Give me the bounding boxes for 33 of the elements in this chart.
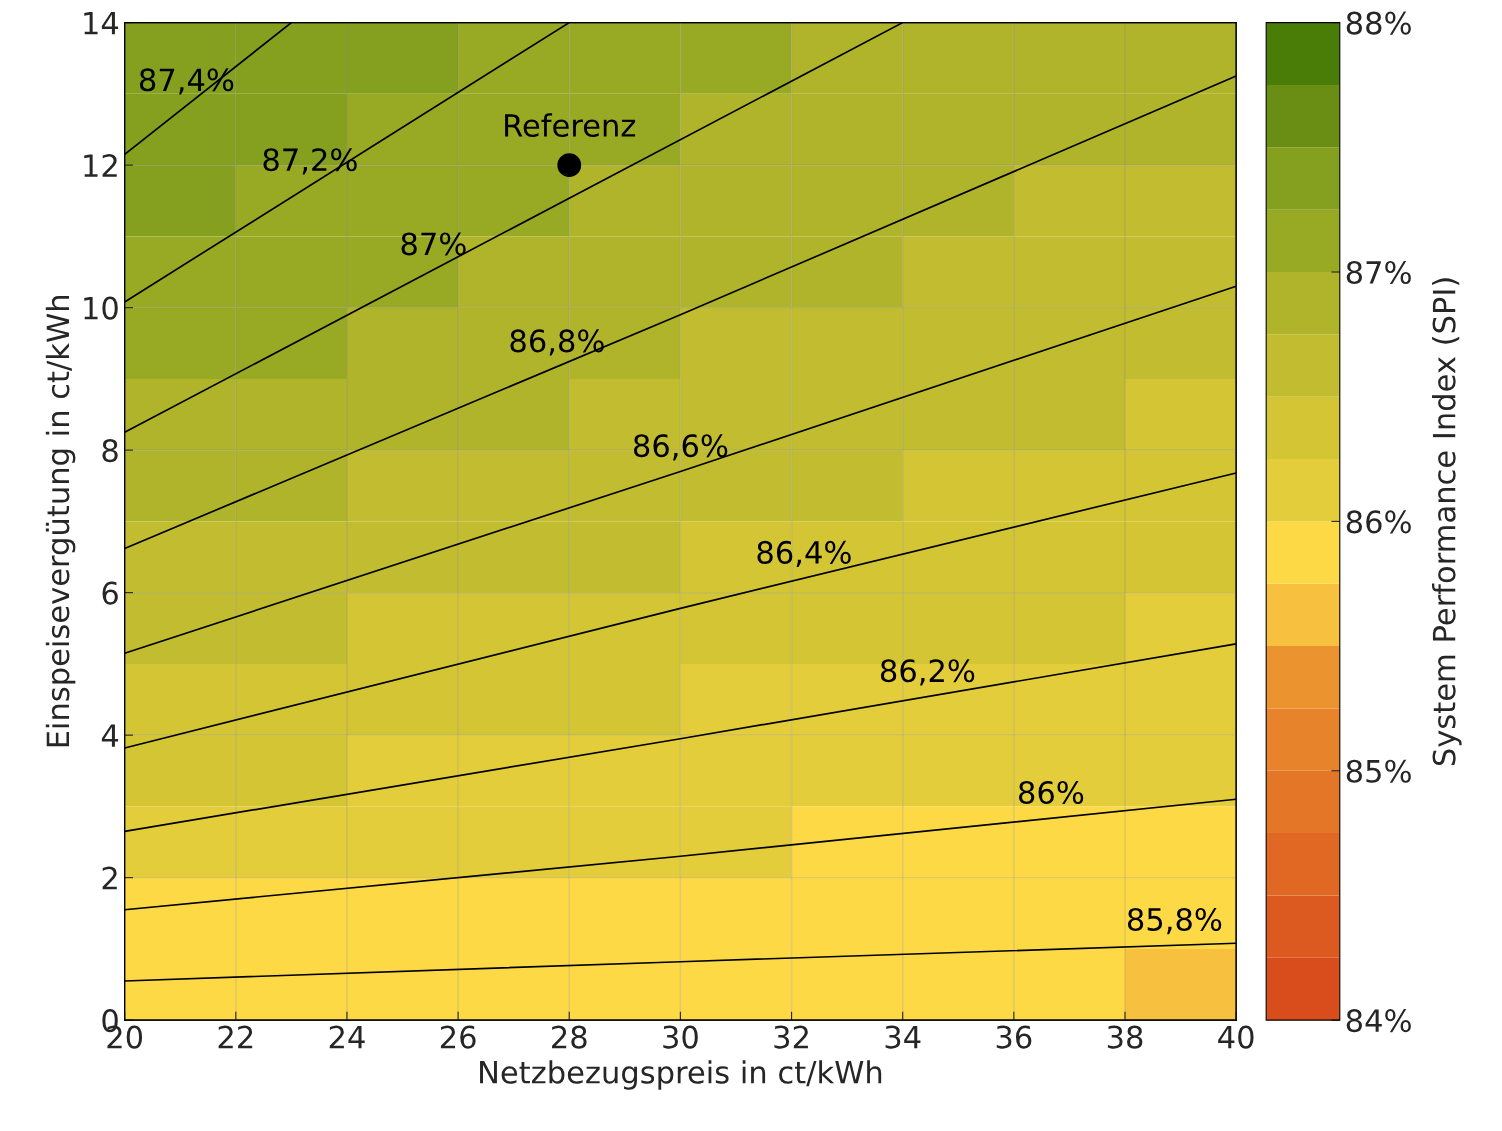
series-label: 86,4%: [757, 540, 851, 568]
x-tick-label: 38: [1107, 1025, 1143, 1049]
color-bar-label: 85%: [1346, 759, 1411, 783]
x-tick-label: 30: [663, 1025, 698, 1049]
series-label: 85,8%: [1127, 907, 1222, 935]
color-bar-label: 86%: [1346, 510, 1411, 534]
series-label: 87%: [401, 232, 466, 256]
y-tick-label: 2: [102, 866, 117, 890]
color-bar-label: 84%: [1346, 1009, 1411, 1033]
x-tick-label: 32: [774, 1025, 808, 1049]
x-tick-label: 26: [440, 1025, 476, 1049]
series-label: 86,6%: [633, 434, 728, 461]
x-tick-label: 22: [218, 1025, 253, 1049]
color-bar-label: 87%: [1346, 260, 1411, 285]
series-label: 86%: [1019, 780, 1084, 805]
x-tick-label: 28: [552, 1025, 587, 1049]
series-label: 86,2%: [880, 659, 975, 686]
color-bar-label: 88%: [1346, 11, 1411, 35]
color-bar-title: System Performance Index (SPI): [1432, 278, 1462, 766]
y-tick-label: 12: [84, 154, 117, 177]
y-tick-label: 8: [102, 439, 118, 463]
y-tick-label: 6: [102, 581, 118, 605]
y-tick-label: 10: [84, 296, 118, 320]
x-tick-label: 36: [996, 1025, 1032, 1049]
x-tick-label: 24: [329, 1025, 365, 1049]
y-tick-label: 4: [101, 724, 119, 747]
series-label: 86,8%: [510, 329, 604, 356]
series-label: Referenz: [505, 113, 636, 137]
x-tick-label: 34: [885, 1025, 921, 1049]
y-tick-label: 14: [84, 11, 119, 35]
x-tick-label: 40: [1218, 1025, 1254, 1049]
x-axis-title: Netzbezugspreis in ct/kWh: [480, 1060, 882, 1090]
y-axis-title: Einspeisevergütung in ct/kWh: [45, 296, 76, 747]
